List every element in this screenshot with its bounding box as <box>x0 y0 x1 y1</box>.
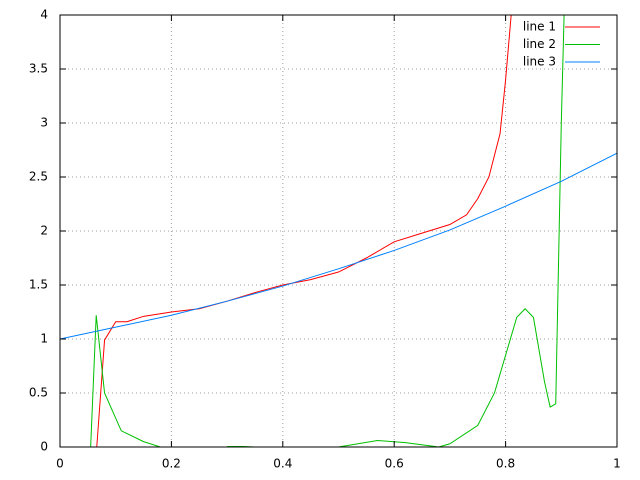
legend-label: line 1 <box>523 20 556 34</box>
legend-label: line 2 <box>523 37 556 51</box>
x-tick-label: 0.6 <box>385 457 404 471</box>
y-tick-label: 3.5 <box>29 62 48 76</box>
y-tick-label: 0.5 <box>29 386 48 400</box>
data-line <box>90 15 565 447</box>
y-tick-label: 2 <box>40 224 48 238</box>
overlay-layer: 0 0.5 1 1.5 2 2.5 3 3.5 4 0 0.2 0.4 0.6 0.8 1 line 1 lin… <box>29 8 621 471</box>
data-line <box>60 152 617 340</box>
x-tick-label: 0 <box>56 457 64 471</box>
y-tick-label: 1 <box>40 332 48 346</box>
y-tick-label: 2.5 <box>29 170 48 184</box>
x-tick-label: 0.4 <box>273 457 292 471</box>
x-tick-label: 0.8 <box>496 457 515 471</box>
x-tick-label: 0.2 <box>162 457 181 471</box>
y-tick-label: 0 <box>40 440 48 454</box>
x-tick-label: 1 <box>613 457 621 471</box>
y-tick-label: 1.5 <box>29 278 48 292</box>
plot-frame <box>59 14 618 448</box>
y-tick-label: 4 <box>40 8 48 22</box>
line-layer <box>60 15 617 447</box>
data-line <box>96 15 512 447</box>
legend-label: line 3 <box>523 55 556 69</box>
y-tick-label: 3 <box>40 116 48 130</box>
grid-layer <box>60 15 617 447</box>
